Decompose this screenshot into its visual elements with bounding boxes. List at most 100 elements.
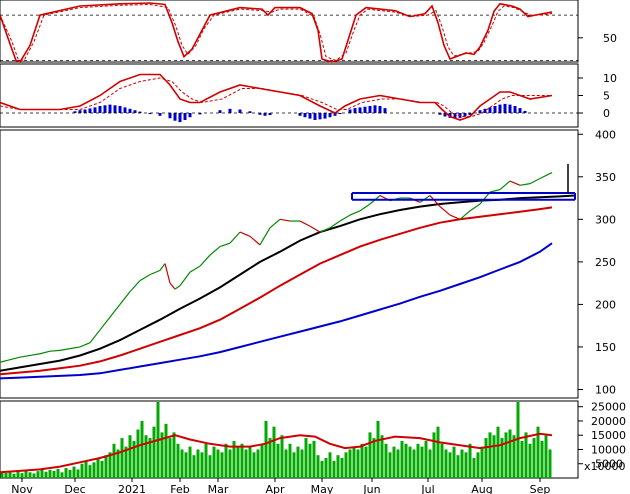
price-segment bbox=[29, 353, 41, 357]
macd-histogram-bar bbox=[318, 113, 322, 120]
volume-bar bbox=[124, 446, 128, 478]
price-segment bbox=[429, 195, 441, 207]
volume-bar bbox=[236, 446, 240, 478]
volume-bar bbox=[452, 446, 456, 478]
macd-histogram-bar bbox=[353, 108, 357, 113]
price-segment bbox=[49, 349, 61, 352]
price-segment bbox=[239, 231, 251, 237]
price-segment bbox=[279, 218, 291, 222]
volume-bar bbox=[188, 446, 192, 478]
price-segment bbox=[69, 346, 81, 350]
volume-bar bbox=[88, 465, 92, 478]
volume-bar bbox=[444, 449, 448, 478]
price-segment bbox=[509, 180, 521, 186]
volume-bar bbox=[524, 432, 528, 478]
x-axis-label: Aug bbox=[471, 483, 492, 494]
price-segment bbox=[119, 291, 131, 305]
volume-bar bbox=[8, 470, 12, 478]
volume-bar bbox=[352, 446, 356, 478]
macd-histogram-bar bbox=[498, 104, 502, 113]
volume-bar bbox=[144, 435, 148, 478]
x-axis-label: Jul bbox=[420, 483, 434, 494]
price-segment bbox=[109, 304, 121, 318]
volume-bar bbox=[28, 472, 32, 478]
volume-bar bbox=[376, 420, 380, 478]
volume-bar bbox=[224, 443, 228, 478]
macd-histogram-bar bbox=[483, 108, 487, 113]
price-segment bbox=[479, 191, 491, 205]
x-axis-label: Nov bbox=[11, 483, 33, 494]
volume-bar bbox=[396, 449, 400, 478]
volume-bar bbox=[240, 443, 244, 478]
volume-bar bbox=[520, 440, 524, 478]
volume-bar bbox=[296, 446, 300, 478]
volume-bar bbox=[388, 452, 392, 478]
volume-bar bbox=[288, 443, 292, 478]
volume-bar bbox=[176, 443, 180, 478]
price-segment bbox=[309, 225, 321, 233]
price-segment bbox=[349, 210, 361, 216]
macd-histogram-bar bbox=[78, 110, 82, 113]
volume-bar bbox=[256, 449, 260, 478]
volume-plot bbox=[0, 402, 553, 478]
price-segment bbox=[129, 280, 141, 293]
macd-histogram-bar bbox=[313, 113, 317, 120]
volume-bar bbox=[432, 432, 436, 478]
moving-average-line bbox=[0, 206, 553, 376]
price-segment bbox=[174, 285, 181, 290]
volume-tick-label: 15000 bbox=[591, 429, 626, 442]
volume-tick-label: 25000 bbox=[591, 401, 626, 414]
macd-histogram-bar bbox=[148, 113, 152, 115]
volume-bar bbox=[308, 443, 312, 478]
macd-histogram-bar bbox=[518, 108, 522, 113]
macd-histogram-bar bbox=[463, 113, 467, 117]
volume-bar bbox=[48, 470, 52, 478]
volume-bar bbox=[148, 438, 152, 478]
volume-bar bbox=[252, 452, 256, 478]
macd-histogram-bar bbox=[488, 107, 492, 113]
x-axis-label: 2021 bbox=[118, 483, 146, 494]
macd-histogram-bar bbox=[438, 113, 442, 115]
volume-bar bbox=[412, 449, 416, 478]
volume-bar bbox=[260, 443, 264, 478]
volume-bar bbox=[180, 449, 184, 478]
volume-bar bbox=[504, 432, 508, 478]
volume-bar bbox=[20, 473, 24, 478]
price-segment bbox=[359, 203, 371, 212]
volume-bar bbox=[12, 473, 16, 478]
volume-bar bbox=[540, 440, 544, 478]
volume-bar bbox=[164, 423, 168, 478]
price-segment bbox=[164, 263, 171, 284]
macd-histogram-bar bbox=[228, 108, 232, 113]
macd-histogram-bar bbox=[303, 113, 307, 118]
price-segment bbox=[319, 227, 331, 233]
macd-histogram-bar bbox=[218, 110, 222, 113]
volume-bar bbox=[200, 452, 204, 478]
price-segment bbox=[439, 206, 451, 216]
macd-histogram-bar bbox=[263, 113, 267, 116]
macd-histogram-bar bbox=[523, 110, 527, 113]
macd-histogram-bar bbox=[508, 104, 512, 113]
price-segment bbox=[489, 188, 501, 193]
price-panel-frame bbox=[0, 129, 579, 399]
volume-bar bbox=[348, 449, 352, 478]
volume-bar bbox=[360, 443, 364, 478]
volume-bar bbox=[460, 449, 464, 478]
volume-bar bbox=[496, 426, 500, 478]
volume-bar bbox=[132, 440, 136, 478]
volume-bar bbox=[344, 452, 348, 478]
macd-tick-label: 5 bbox=[603, 90, 610, 103]
stochastic-line bbox=[0, 3, 553, 62]
volume-bar bbox=[328, 452, 332, 478]
macd-histogram-bar bbox=[178, 113, 182, 123]
volume-bar bbox=[4, 472, 8, 478]
volume-bar bbox=[484, 438, 488, 478]
volume-bar bbox=[372, 438, 376, 478]
volume-bar bbox=[64, 468, 68, 478]
macd-histogram-bar bbox=[188, 113, 192, 118]
price-segment bbox=[519, 183, 531, 186]
volume-bar bbox=[420, 446, 424, 478]
volume-bar bbox=[16, 471, 20, 478]
volume-bar bbox=[416, 443, 420, 478]
volume-bar bbox=[68, 470, 72, 478]
